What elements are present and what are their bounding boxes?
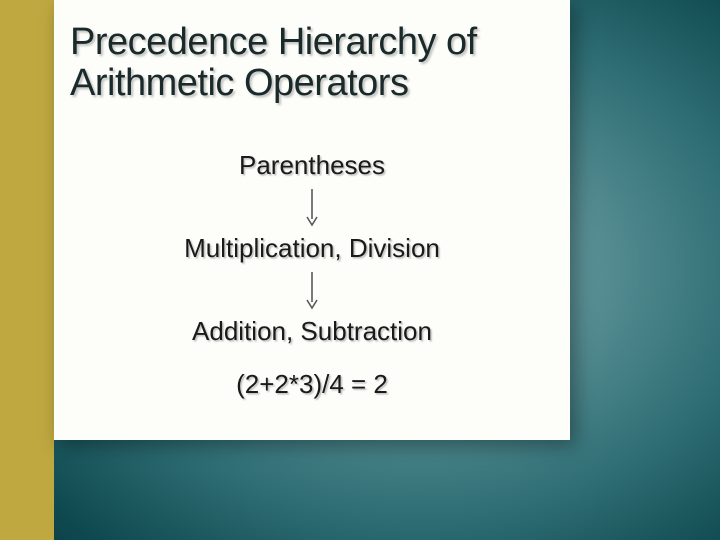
down-arrow-icon <box>54 187 570 227</box>
slide-title: Precedence Hierarchy of Arithmetic Opera… <box>70 22 560 104</box>
hierarchy-content: Parentheses Multiplication, Division Add… <box>54 150 570 400</box>
down-arrow-icon <box>54 270 570 310</box>
precedence-level-3: Addition, Subtraction <box>54 316 570 347</box>
precedence-level-2: Multiplication, Division <box>54 233 570 264</box>
accent-sidebar <box>0 0 54 540</box>
precedence-level-1: Parentheses <box>54 150 570 181</box>
example-expression: (2+2*3)/4 = 2 <box>54 369 570 400</box>
